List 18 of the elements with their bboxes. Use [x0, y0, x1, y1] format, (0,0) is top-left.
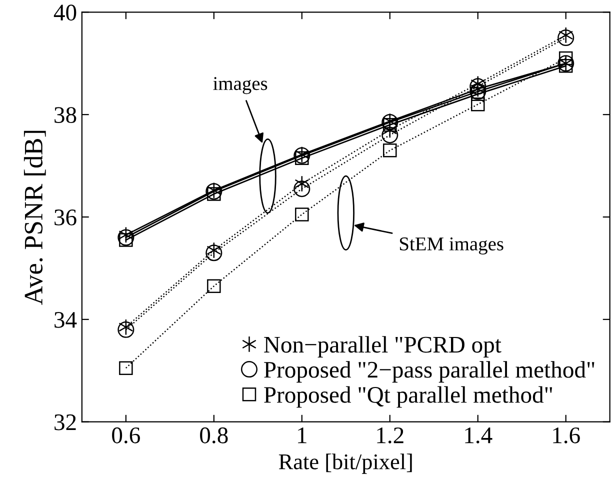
x-axis-title: Rate [bit/pixel] — [278, 454, 412, 474]
x-tick-label: 0.8 — [200, 427, 228, 444]
legend-label: Non−parallel "PCRD opt — [264, 336, 502, 358]
x-tick-label: 1 — [298, 428, 306, 444]
y-tick-label: 32 — [54, 414, 76, 430]
y-axis-title: Ave. PSNR [dB] — [24, 130, 46, 305]
x-tick-label: 0.6 — [112, 427, 140, 444]
y-tick-label: 36 — [54, 210, 76, 226]
annotation: images — [213, 77, 268, 94]
y-tick-label: 40 — [54, 4, 76, 21]
legend-label: Proposed "Qt parallel method" — [264, 386, 552, 408]
x-tick-label: 1.6 — [553, 427, 580, 444]
y-tick-label: 38 — [54, 107, 76, 123]
annotation: StEM images — [400, 237, 504, 254]
x-tick-label: 1.2 — [377, 427, 404, 444]
legend-label: Proposed "2−pass parallel method" — [264, 361, 594, 383]
x-tick-label: 1.4 — [465, 428, 492, 444]
y-tick-label: 34 — [54, 312, 77, 328]
